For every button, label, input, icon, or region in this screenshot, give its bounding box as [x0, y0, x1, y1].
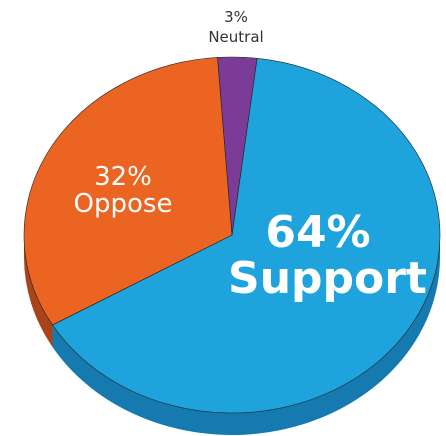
- pie-side-oppose: [23, 235, 53, 347]
- pie-top-face: [23, 56, 441, 414]
- pie-slice-neutral: [217, 56, 258, 236]
- neutral-name: Neutral: [208, 27, 264, 46]
- pie-slice-support: [52, 57, 441, 414]
- pie-3d-sides: [23, 235, 440, 436]
- neutral-label: 3% Neutral: [186, 8, 286, 47]
- support-name: Support: [228, 253, 427, 305]
- support-percent: 64%: [265, 207, 371, 258]
- neutral-percent: 3%: [224, 8, 248, 26]
- oppose-label: 32% Oppose: [58, 162, 188, 220]
- oppose-name: Oppose: [73, 189, 173, 220]
- support-label: 64% Support: [228, 207, 427, 302]
- pie-slice-oppose: [23, 57, 233, 326]
- oppose-percent: 32%: [94, 162, 152, 192]
